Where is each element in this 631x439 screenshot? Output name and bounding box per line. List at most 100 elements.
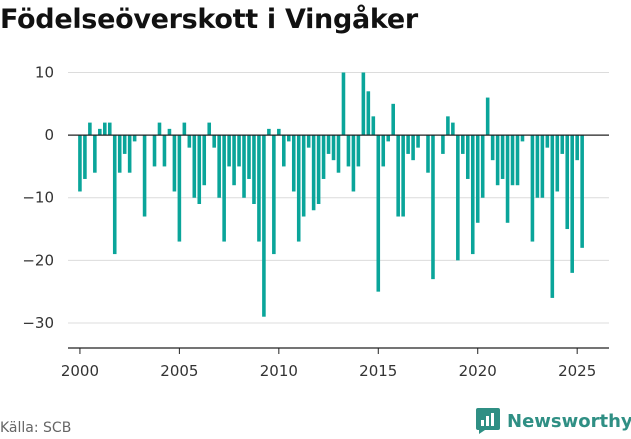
bar	[222, 135, 226, 242]
y-tick-label: −30	[22, 314, 54, 332]
bar	[237, 135, 241, 167]
brand-name: Newsworthy	[507, 410, 631, 432]
bar	[441, 135, 445, 154]
bar	[356, 135, 361, 167]
source-note: Källa: SCB	[0, 420, 72, 436]
bar	[371, 116, 376, 136]
y-tick-label: −20	[22, 251, 54, 269]
bar	[152, 135, 157, 167]
bar	[93, 135, 97, 173]
bar	[570, 135, 574, 273]
bar	[103, 122, 107, 136]
bar	[242, 135, 246, 198]
y-tick-label: −10	[22, 189, 54, 207]
bar	[78, 135, 82, 192]
bar	[132, 135, 137, 142]
bar	[366, 91, 371, 136]
bar	[296, 135, 301, 242]
bar	[326, 135, 331, 154]
x-tick-label: 2015	[359, 362, 397, 380]
bar	[252, 135, 256, 204]
bar	[112, 135, 117, 255]
bar	[277, 128, 281, 136]
bar	[177, 135, 182, 242]
bar	[386, 135, 391, 142]
bar	[431, 135, 435, 280]
y-tick-label: 10	[35, 64, 54, 82]
bar	[426, 135, 430, 173]
bar	[192, 135, 197, 198]
bar	[282, 135, 286, 167]
bar	[83, 135, 87, 179]
bar	[212, 135, 216, 148]
bar	[207, 122, 212, 136]
bar	[565, 135, 570, 230]
bar	[495, 135, 500, 186]
bar	[490, 135, 495, 161]
bar	[311, 135, 316, 211]
bar	[451, 122, 455, 136]
x-tick-label: 2000	[61, 362, 99, 380]
bar	[475, 135, 480, 223]
bar	[535, 135, 540, 198]
bar	[331, 135, 336, 161]
bar	[485, 97, 490, 136]
bar	[157, 122, 162, 136]
bar	[167, 128, 172, 136]
bar	[291, 135, 296, 192]
bar	[162, 135, 167, 167]
bar	[247, 135, 251, 179]
bar	[555, 135, 560, 192]
bar	[416, 135, 420, 148]
newsworthy-chat-bars-icon	[476, 408, 500, 434]
bar	[396, 135, 400, 217]
bar	[262, 135, 266, 317]
bar	[500, 135, 505, 179]
bar	[217, 135, 221, 198]
bar	[351, 135, 356, 192]
bar	[197, 135, 202, 204]
x-axis-tick-labels: 2000 2005 2010 2015 2020 2025	[61, 348, 596, 380]
bar	[127, 135, 132, 173]
bar	[391, 103, 395, 136]
bar	[142, 135, 147, 217]
bar	[545, 135, 550, 148]
bar	[257, 135, 261, 242]
bar	[98, 128, 102, 136]
bar	[580, 135, 584, 248]
bar	[470, 135, 475, 255]
bar	[560, 135, 565, 154]
gridlines	[68, 72, 609, 324]
bar	[461, 135, 465, 154]
bar	[187, 135, 192, 148]
bar	[575, 135, 579, 161]
bar	[122, 135, 127, 154]
bar	[456, 135, 460, 261]
bar	[406, 135, 410, 154]
bar	[107, 122, 112, 136]
bar	[117, 135, 122, 173]
newsworthy-logo[interactable]: Newsworthy	[475, 406, 631, 436]
bar	[376, 135, 381, 292]
x-tick-label: 2025	[558, 362, 596, 380]
bar	[520, 135, 525, 142]
bar	[272, 135, 276, 255]
bar	[306, 135, 311, 148]
bar	[465, 135, 470, 179]
y-tick-label: 0	[44, 126, 54, 144]
bar	[88, 122, 92, 136]
x-tick-label: 2010	[260, 362, 298, 380]
bar	[346, 135, 351, 167]
bar	[361, 72, 366, 136]
bar	[227, 135, 231, 167]
bar	[182, 122, 187, 136]
bar-chart: 10 0 −10 −20 −30 2000 2005 2010 2015 2020 2025	[22, 64, 609, 380]
bar	[267, 128, 271, 136]
bar	[341, 72, 346, 136]
bar	[316, 135, 321, 204]
bar	[505, 135, 510, 223]
bar	[510, 135, 515, 186]
bar	[530, 135, 535, 242]
bar	[336, 135, 341, 173]
bar	[301, 135, 306, 217]
